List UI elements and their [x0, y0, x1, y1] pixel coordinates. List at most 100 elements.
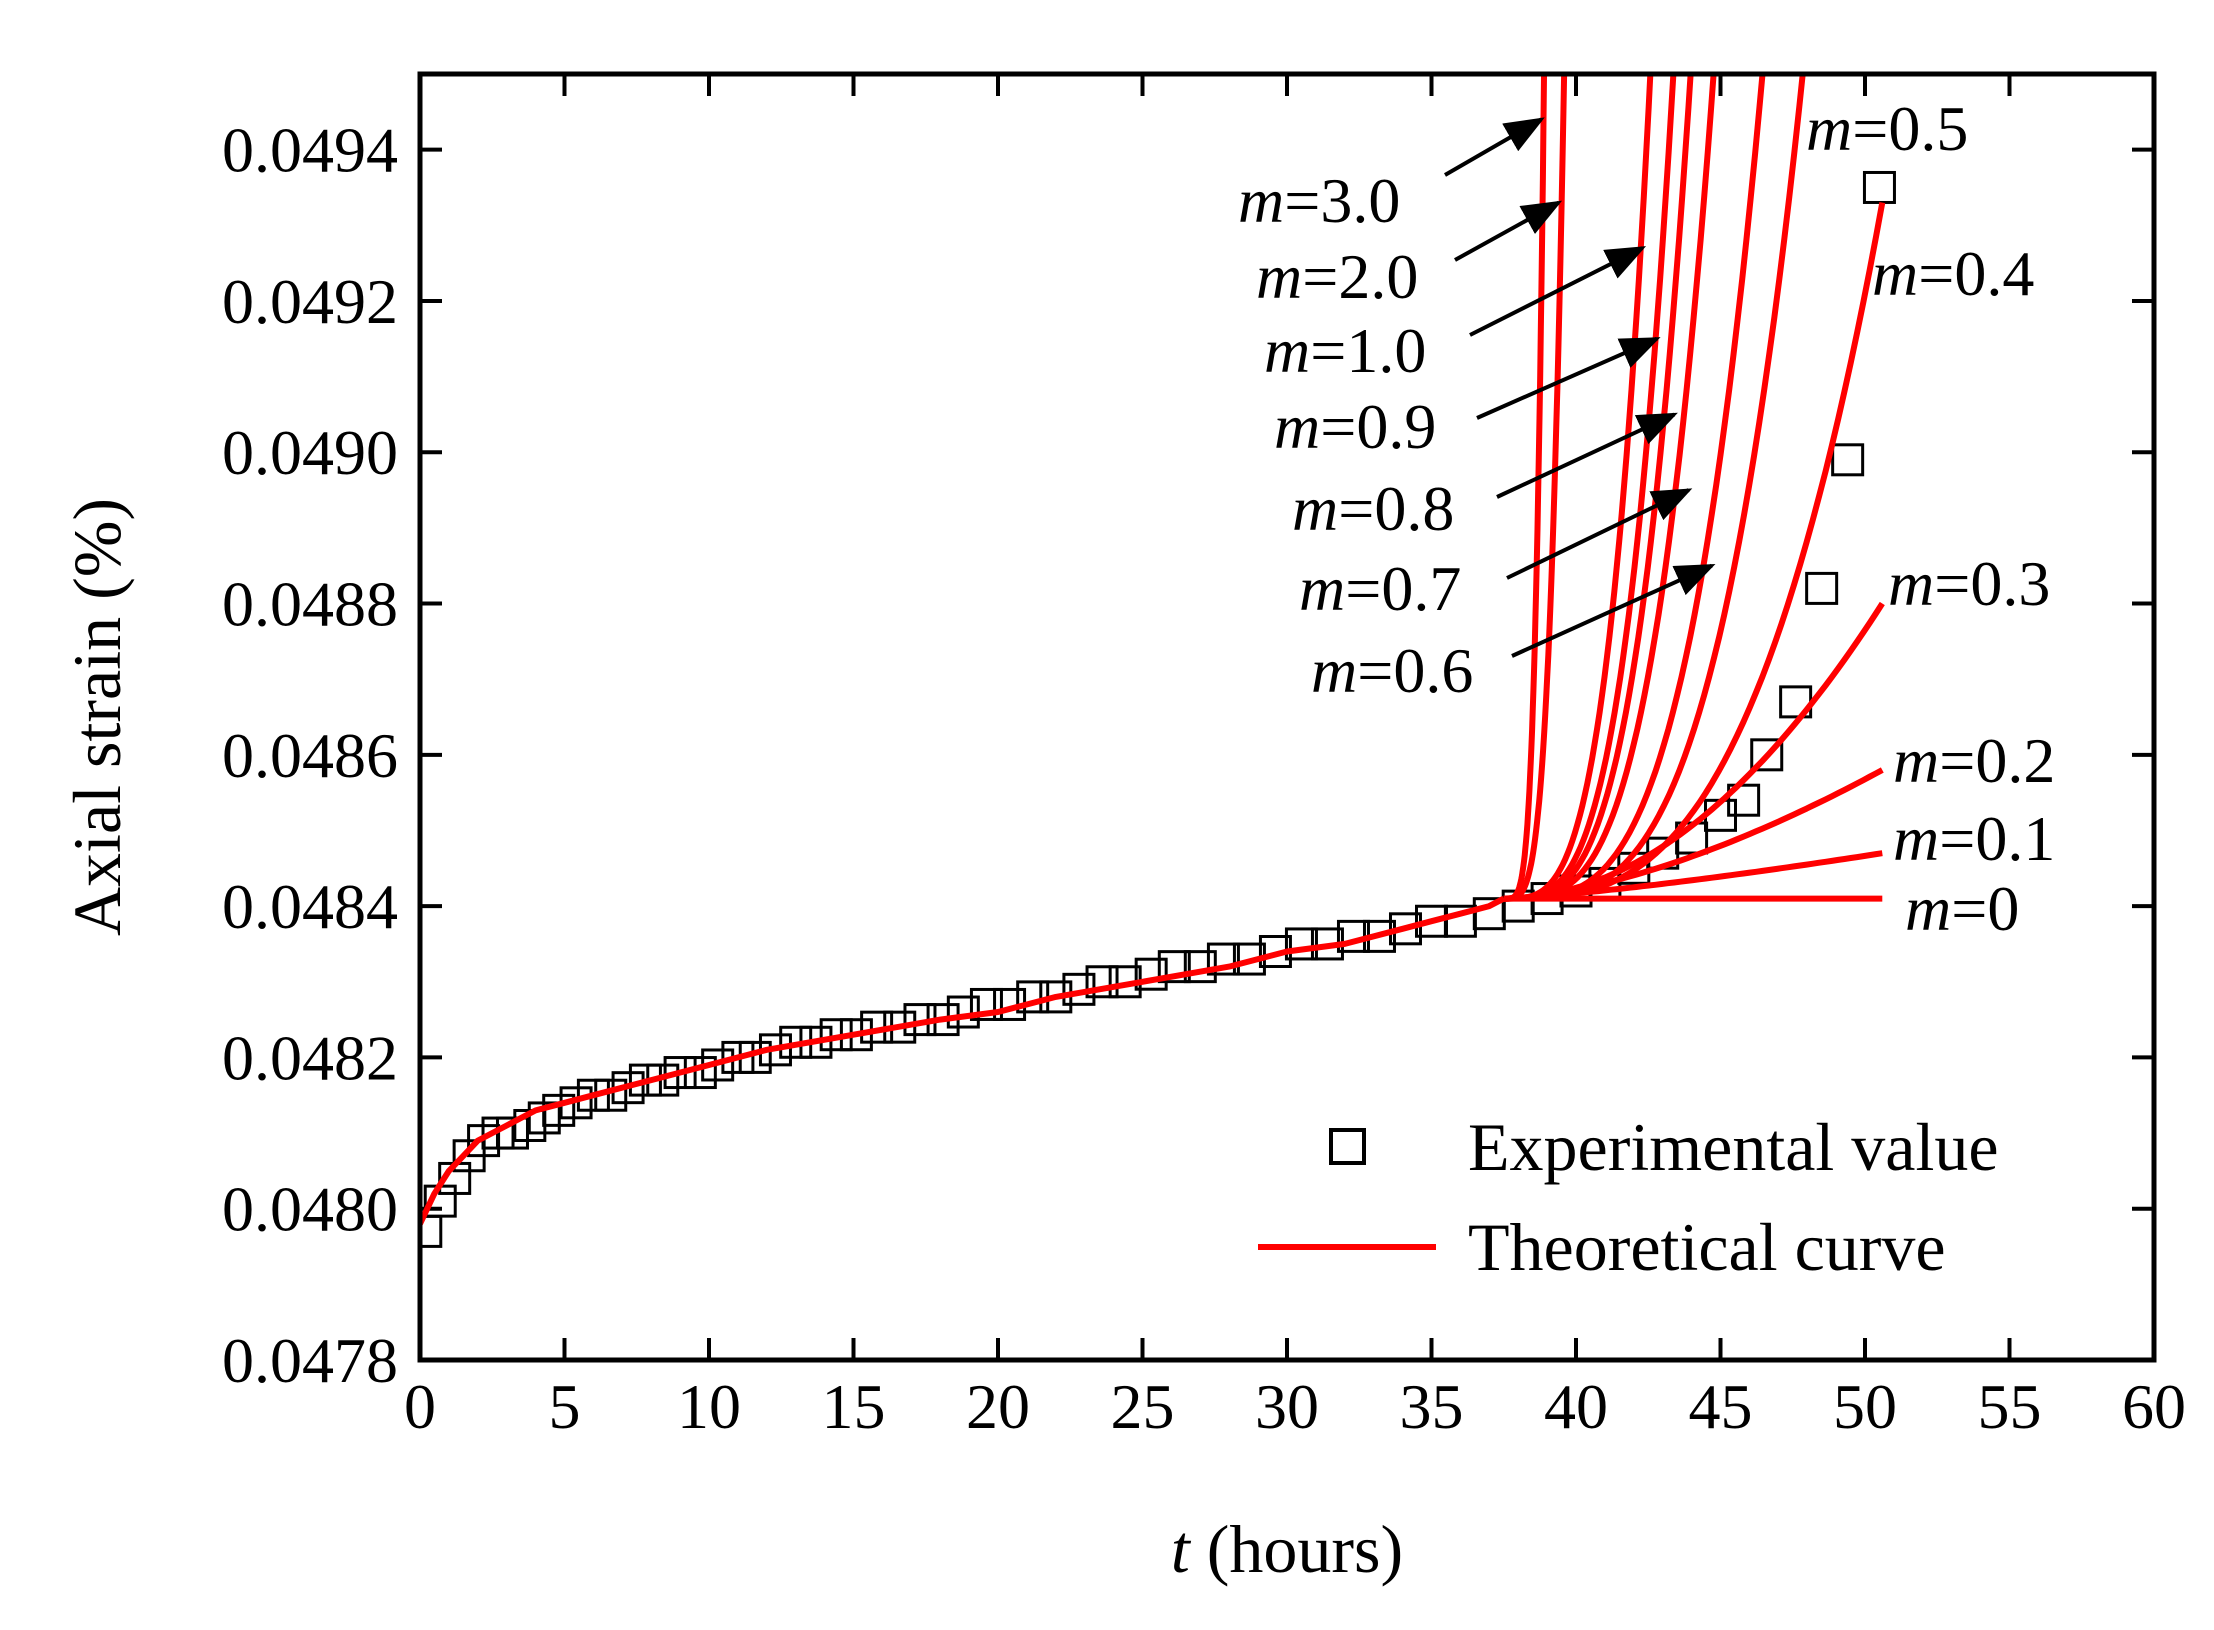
curve-labels: m=0m=0.1m=0.2m=0.3m=0.4m=0.5m=0.6m=0.7m=… [1238, 93, 2055, 944]
theoretical-curve-m-3-0 [1501, 74, 1548, 902]
x-tick-label: 35 [1400, 1371, 1464, 1442]
x-tick-label: 40 [1544, 1371, 1608, 1442]
x-tick-label: 10 [677, 1371, 741, 1442]
y-tick-label: 0.0488 [222, 569, 398, 640]
legend-theory-label: Theoretical curve [1468, 1209, 1946, 1285]
curve-label-value: =0.9 [1320, 391, 1436, 462]
x-tick-label: 30 [1255, 1371, 1319, 1442]
arrow-m-1-0 [1469, 246, 1647, 337]
arrow-m-0-8 [1496, 412, 1678, 499]
curve-label-variable: m [1264, 315, 1310, 386]
x-tick-label: 55 [1978, 1371, 2042, 1442]
curve-label-value: =0.4 [1918, 238, 2034, 309]
curve-label-m-0-7: m=0.7 [1299, 553, 1461, 624]
curve-label-value: =0.5 [1852, 93, 1968, 164]
plot-frame [417, 71, 2157, 1363]
curve-label-m-0: m=0 [1905, 873, 2019, 944]
experimental-point [1831, 443, 1865, 477]
experimental-point [969, 987, 1003, 1021]
curve-label-variable: m [1274, 391, 1320, 462]
x-tick-label: 60 [2122, 1371, 2186, 1442]
curve-label-value: =2.0 [1302, 241, 1418, 312]
curve-label-value: =1.0 [1310, 315, 1426, 386]
curve-label-variable: m [1905, 873, 1951, 944]
curve-label-m-3-0: m=3.0 [1238, 165, 1400, 236]
curve-label-value: =0.7 [1345, 553, 1461, 624]
curve-label-variable: m [1872, 238, 1918, 309]
experimental-point [1388, 912, 1422, 946]
curve-label-m-0-9: m=0.9 [1274, 391, 1436, 462]
curve-label-m-0-8: m=0.8 [1292, 473, 1454, 544]
annotation-arrows [1443, 117, 1716, 658]
experimental-point [1727, 783, 1761, 817]
experimental-point [576, 1078, 610, 1112]
curve-label-m-0-5: m=0.5 [1806, 93, 1968, 164]
experimental-point [1134, 957, 1168, 991]
y-tick-label: 0.0482 [222, 1022, 398, 1093]
curve-label-variable: m [1299, 553, 1345, 624]
legend: Experimental value Theoretical curve [1258, 1109, 1999, 1285]
y-tick-label: 0.0490 [222, 417, 398, 488]
curve-label-m-0-1: m=0.1 [1893, 803, 2055, 874]
curve-label-m-0-4: m=0.4 [1872, 238, 2034, 309]
x-tick-label: 20 [966, 1371, 1030, 1442]
x-axis-title: t (hours) [1171, 1511, 1403, 1587]
arrow-m-3-0 [1443, 117, 1545, 177]
curve-label-m-0-3: m=0.3 [1888, 548, 2050, 619]
x-axis-variable: t [1171, 1511, 1192, 1587]
curve-label-m-0-2: m=0.2 [1893, 725, 2055, 796]
curve-label-m-1-0: m=1.0 [1264, 315, 1426, 386]
curve-label-value: =0.6 [1357, 635, 1473, 706]
experimental-point [721, 1040, 755, 1074]
curve-label-variable: m [1238, 165, 1284, 236]
curve-label-variable: m [1256, 241, 1302, 312]
experimental-point [1206, 942, 1240, 976]
y-tick-label: 0.0494 [222, 115, 398, 186]
experimental-point [1750, 738, 1784, 772]
curve-label-value: =0.1 [1939, 803, 2055, 874]
experimental-point [663, 1056, 697, 1090]
x-axis-unit: (hours) [1190, 1511, 1403, 1587]
curve-label-value: =0 [1951, 873, 2019, 944]
curve-label-variable: m [1311, 635, 1357, 706]
curve-label-value: =0.3 [1934, 548, 2050, 619]
x-tick-label: 5 [549, 1371, 581, 1442]
x-tick-label: 25 [1111, 1371, 1175, 1442]
curve-label-variable: m [1806, 93, 1852, 164]
experimental-point [1157, 950, 1191, 984]
curve-label-variable: m [1893, 803, 1939, 874]
experimental-point [1284, 927, 1318, 961]
arrow-m-0-9 [1476, 336, 1661, 420]
legend-experimental-label: Experimental value [1468, 1109, 1999, 1185]
curve-label-m-0-6: m=0.6 [1311, 635, 1473, 706]
legend-experimental-marker [1329, 1128, 1366, 1165]
arrow-m-0-6 [1511, 563, 1716, 658]
x-axis-ticks: 0 5 10 15 20 25 30 35 40 45 50 55 60 [404, 74, 2186, 1442]
y-tick-label: 0.0480 [222, 1174, 398, 1245]
experimental-point [1805, 571, 1839, 605]
experimental-point [1085, 965, 1119, 999]
curve-label-value: =0.8 [1338, 473, 1454, 544]
x-tick-label: 15 [822, 1371, 886, 1442]
y-axis-ticks: 0.0478 0.0480 0.0482 0.0484 0.0486 0.0488 0.04… [222, 115, 2154, 1396]
y-tick-label: 0.0492 [222, 266, 398, 337]
y-tick-label: 0.0484 [222, 871, 398, 942]
curve-label-value: =3.0 [1284, 165, 1400, 236]
curve-label-value: =0.2 [1939, 725, 2055, 796]
curve-label-variable: m [1888, 548, 1934, 619]
curve-label-variable: m [1893, 725, 1939, 796]
x-tick-label: 0 [404, 1371, 436, 1442]
arrow-m-0-7 [1506, 488, 1693, 580]
curve-label-m-2-0: m=2.0 [1256, 241, 1418, 312]
y-axis-title: Axial strain (%) [59, 498, 135, 936]
theoretical-base-curve [420, 895, 1506, 1226]
y-tick-label: 0.0486 [222, 720, 398, 791]
theoretical-curve-m-1-0 [1503, 74, 1654, 902]
x-tick-label: 50 [1833, 1371, 1897, 1442]
theoretical-curves [420, 74, 1886, 1226]
arrow-m-2-0 [1454, 200, 1563, 262]
curve-label-variable: m [1292, 473, 1338, 544]
x-tick-label: 45 [1689, 1371, 1753, 1442]
y-tick-label: 0.0478 [222, 1325, 398, 1396]
